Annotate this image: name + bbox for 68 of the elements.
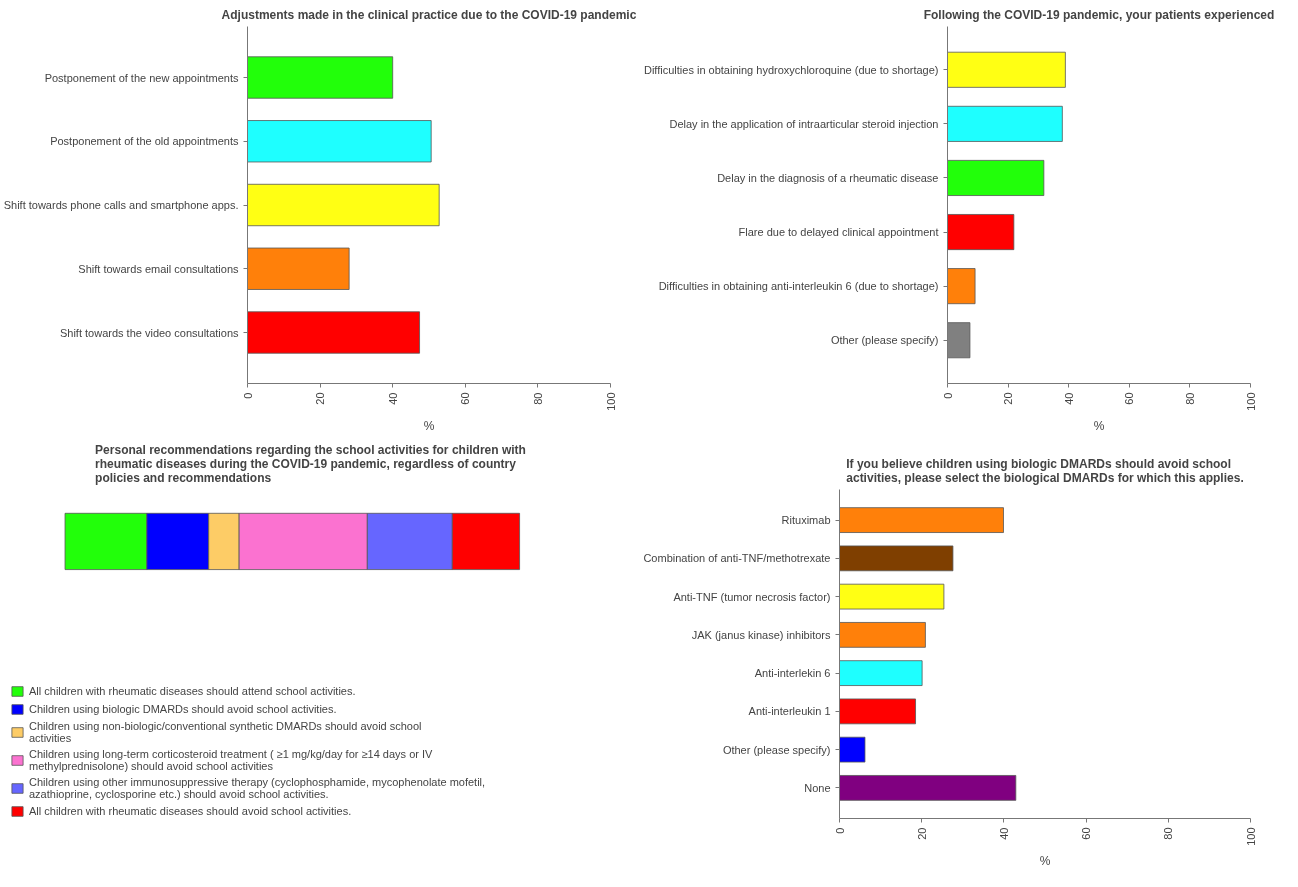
x-axis-title: % <box>423 418 435 433</box>
x-tick-label: 20 <box>915 827 928 840</box>
legend-label: Children using long-term corticosteroid treatment ( ≥1 mg/kg/day for ≥14 days or IV methylprednisolone) should avoid school activities <box>29 748 433 772</box>
x-tick-label: 40 <box>386 392 399 405</box>
legend-label: Children using non-biologic/conventional synthetic DMARDs should avoid school activities <box>29 720 422 744</box>
chart-title: Personal recommendations regarding the school activities for children with rheumatic diseases during the COVID-19 pandemic, regardless of country policies and recommendations <box>95 442 526 485</box>
legend-label: Children using other immunosuppressive therapy (cyclophosphamide, mycophenolate mofetil, azathioprine, cyclosporine etc.) should avoid school activities. <box>29 776 486 800</box>
chart-title: Following the COVID-19 pandemic, your patients experienced <box>923 7 1275 22</box>
x-tick-label: 80 <box>1162 827 1175 840</box>
x-tick-label: 40 <box>1062 392 1075 405</box>
x-tick-label: 20 <box>1002 392 1015 405</box>
bar <box>947 159 1045 196</box>
y-tick-label: None <box>804 781 831 794</box>
x-tick-label: 60 <box>459 392 472 405</box>
bar <box>839 583 945 610</box>
bar <box>947 214 1015 251</box>
y-tick-label: Delay in the diagnosis of a rheumatic disease <box>717 171 939 184</box>
y-tick-label: Other (please specify) <box>722 743 831 756</box>
x-tick-label: 60 <box>1080 827 1093 840</box>
bar <box>247 56 394 99</box>
bar <box>247 311 420 354</box>
x-axis-title: % <box>1093 418 1105 433</box>
y-tick-label: JAK (janus kinase) inhibitors <box>691 628 831 641</box>
bar <box>247 247 350 290</box>
x-tick-label: 60 <box>1123 392 1136 405</box>
y-tick-label: Anti-interleukin 1 <box>748 705 831 718</box>
y-tick-label: Shift towards email consultations <box>78 262 239 275</box>
bar <box>947 51 1066 88</box>
x-tick-label: 80 <box>1183 392 1196 405</box>
y-tick-label: Other (please specify) <box>830 334 939 347</box>
bar <box>247 120 432 163</box>
bar <box>839 545 954 572</box>
bar <box>839 698 916 725</box>
legend-label: All children with rheumatic diseases should avoid school activities. <box>29 804 352 818</box>
y-tick-label: Combination of anti-TNF/methotrexate <box>643 552 831 565</box>
y-tick-label: Difficulties in obtaining anti-interleukin 6 (due to shortage) <box>658 280 939 293</box>
bar <box>947 268 976 305</box>
y-tick-label: Anti-interlekin 6 <box>754 667 831 680</box>
bar <box>839 622 926 648</box>
chart-title: If you believe children using biologic DMARDs should avoid school activities, please select the biological DMARDs for which this applies. <box>846 456 1244 485</box>
bar <box>839 660 923 686</box>
x-tick-label: 0 <box>241 392 254 399</box>
y-tick-label: Shift towards phone calls and smartphone apps. <box>3 199 239 211</box>
y-tick-label: Postponement of the new appointments <box>44 71 239 84</box>
bar <box>839 775 1017 801</box>
y-tick-label: Anti-TNF (tumor necrosis factor) <box>673 590 831 603</box>
x-tick-label: 0 <box>833 827 846 834</box>
bar <box>839 507 1004 533</box>
legend-label: Children using biologic DMARDs should avoid school activities. <box>29 702 337 716</box>
y-tick-label: Postponement of the old appointments <box>50 135 239 148</box>
y-tick-label: Shift towards the video consultations <box>59 326 239 339</box>
x-tick-label: 20 <box>314 392 327 405</box>
x-tick-label: 40 <box>997 827 1010 840</box>
legend-label: All children with rheumatic diseases should attend school activities. <box>29 684 356 698</box>
y-tick-label: Rituximab <box>781 514 831 527</box>
x-tick-label: 100 <box>1244 392 1257 411</box>
y-tick-label: Delay in the application of intraarticular steroid injection <box>669 117 939 130</box>
chart-title: Adjustments made in the clinical practice due to the COVID-19 pandemic <box>221 7 637 22</box>
x-tick-label: 80 <box>531 392 544 405</box>
bar <box>947 105 1063 142</box>
bar <box>247 183 440 227</box>
y-tick-label: Flare due to delayed clinical appointment <box>738 226 939 239</box>
x-tick-label: 100 <box>1244 827 1257 846</box>
x-axis-title: % <box>1039 853 1051 868</box>
x-tick-label: 0 <box>941 392 954 399</box>
bar <box>839 736 866 763</box>
x-tick-label: 100 <box>604 392 617 411</box>
y-tick-label: Difficulties in obtaining hydroxychloroquine (due to shortage) <box>643 63 939 76</box>
